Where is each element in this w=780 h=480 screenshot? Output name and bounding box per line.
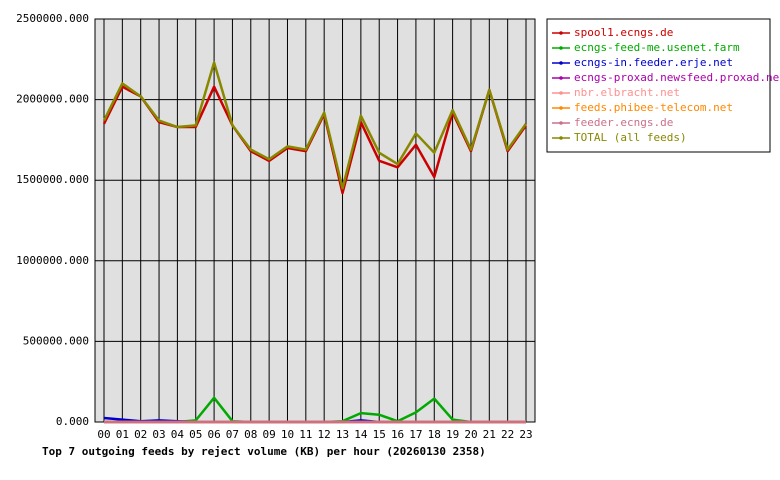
legend-dot — [559, 91, 563, 95]
legend-label: feeder.ecngs.de — [574, 116, 673, 129]
y-tick-label: 2500000.000 — [16, 12, 89, 25]
chart-title: Top 7 outgoing feeds by reject volume (K… — [42, 445, 486, 458]
series-line — [102, 61, 528, 190]
x-tick-label: 23 — [519, 428, 532, 441]
legend-dot — [559, 46, 563, 50]
x-tick-label: 08 — [244, 428, 257, 441]
y-tick-label: 1500000.000 — [16, 173, 89, 186]
x-tick-label: 14 — [354, 428, 368, 441]
x-tick-label: 20 — [464, 428, 477, 441]
x-tick-label: 05 — [189, 428, 202, 441]
legend-dot — [559, 31, 563, 35]
x-tick-label: 04 — [171, 428, 185, 441]
x-tick-label: 10 — [281, 428, 294, 441]
x-tick-label: 18 — [428, 428, 441, 441]
x-tick-label: 11 — [299, 428, 312, 441]
x-tick-label: 19 — [446, 428, 459, 441]
x-tick-label: 16 — [391, 428, 404, 441]
legend-box — [546, 18, 771, 153]
x-tick-label: 21 — [483, 428, 496, 441]
legend-label: ecngs-feed-me.usenet.farm — [574, 41, 740, 54]
y-tick-label: 500000.000 — [23, 334, 89, 347]
legend-label: ecngs-in.feeder.erje.net — [574, 56, 733, 69]
x-tick-label: 02 — [134, 428, 147, 441]
x-tick-label: 09 — [263, 428, 276, 441]
x-tick-label: 17 — [409, 428, 422, 441]
x-tick-label: 13 — [336, 428, 349, 441]
x-tick-label: 00 — [97, 428, 110, 441]
x-tick-label: 06 — [207, 428, 220, 441]
legend-dot — [559, 61, 563, 65]
y-tick-label: 1000000.000 — [16, 254, 89, 267]
legend-label: nbr.elbracht.net — [574, 86, 680, 99]
x-tick-label: 03 — [152, 428, 165, 441]
plot-area — [95, 19, 535, 422]
legend-label: spool1.ecngs.de — [574, 26, 673, 39]
legend-label: ecngs-proxad.newsfeed.proxad.net — [574, 71, 780, 84]
y-tick-label: 2000000.000 — [16, 93, 89, 106]
x-tick-label: 12 — [318, 428, 331, 441]
x-tick-label: 01 — [116, 428, 129, 441]
x-tick-label: 15 — [373, 428, 386, 441]
legend-dot — [559, 76, 563, 80]
legend-dot — [559, 106, 563, 110]
x-tick-label: 22 — [501, 428, 514, 441]
x-tick-label: 07 — [226, 428, 239, 441]
legend-dot — [559, 136, 563, 140]
legend-label: TOTAL (all feeds) — [574, 131, 687, 144]
y-tick-label: 0.000 — [56, 415, 89, 428]
legend-dot — [559, 121, 563, 125]
legend-label: feeds.phibee-telecom.net — [574, 101, 733, 114]
